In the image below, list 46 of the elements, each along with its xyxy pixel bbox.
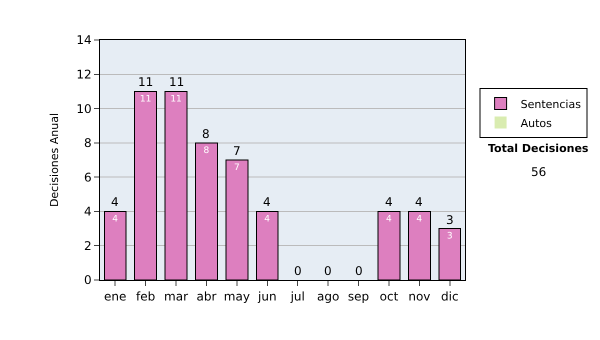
x-tick-label: jul bbox=[290, 289, 305, 304]
y-tick-label: 14 bbox=[76, 33, 92, 48]
legend-label: Autos bbox=[520, 116, 552, 130]
x-tick-label: mar bbox=[164, 289, 188, 304]
total-label: 0 bbox=[324, 264, 332, 278]
data-label: 8 bbox=[203, 146, 210, 156]
y-tick-label: 10 bbox=[76, 102, 92, 116]
total-label: 4 bbox=[415, 195, 423, 209]
x-tick-label: jun bbox=[257, 289, 277, 304]
y-tick-label: 4 bbox=[84, 204, 92, 219]
data-label: 11 bbox=[140, 94, 152, 104]
data-label: 4 bbox=[264, 214, 270, 224]
y-tick-label: 0 bbox=[84, 273, 92, 288]
x-tick-label: ago bbox=[316, 289, 340, 304]
total-label: 8 bbox=[202, 127, 210, 141]
data-label: 4 bbox=[386, 214, 392, 224]
text: Total Decisiones bbox=[488, 142, 589, 155]
x-tick-label: nov bbox=[408, 289, 430, 304]
data-label: 4 bbox=[112, 214, 118, 224]
x-tick-label: may bbox=[224, 289, 250, 304]
text: 56 bbox=[531, 165, 546, 179]
total-label: 4 bbox=[111, 195, 119, 209]
total-label: 0 bbox=[294, 264, 302, 278]
total-label: 0 bbox=[355, 264, 363, 278]
data-label: 3 bbox=[446, 232, 453, 242]
total-label: 7 bbox=[233, 144, 241, 158]
data-label: 4 bbox=[416, 214, 422, 224]
x-tick-label: ene bbox=[104, 289, 126, 304]
total-label: 3 bbox=[446, 213, 454, 227]
legend-label: Sentencias bbox=[520, 98, 582, 111]
data-label: 11 bbox=[170, 94, 182, 104]
y-axis-title: Decisiones Anual bbox=[48, 112, 61, 208]
total-label: 11 bbox=[169, 75, 184, 89]
x-tick-label: dic bbox=[441, 289, 459, 304]
total-label: 4 bbox=[385, 195, 393, 209]
y-tick-label: 12 bbox=[76, 67, 92, 82]
y-tick-label: 2 bbox=[84, 238, 92, 253]
total-label: 11 bbox=[138, 75, 154, 89]
y-tick-label: 8 bbox=[84, 136, 92, 150]
y-tick-label: 6 bbox=[84, 170, 92, 184]
x-tick-label: feb bbox=[136, 289, 156, 304]
x-tick-label: abr bbox=[196, 289, 216, 304]
x-tick-label: oct bbox=[380, 289, 399, 304]
x-tick-label: sep bbox=[348, 289, 370, 304]
data-label: 7 bbox=[234, 163, 240, 173]
total-label: 4 bbox=[263, 195, 271, 209]
